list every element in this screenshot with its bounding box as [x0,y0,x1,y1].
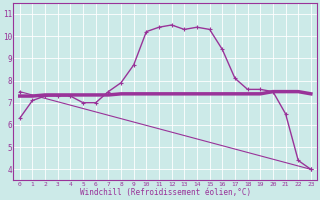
X-axis label: Windchill (Refroidissement éolien,°C): Windchill (Refroidissement éolien,°C) [80,188,251,197]
